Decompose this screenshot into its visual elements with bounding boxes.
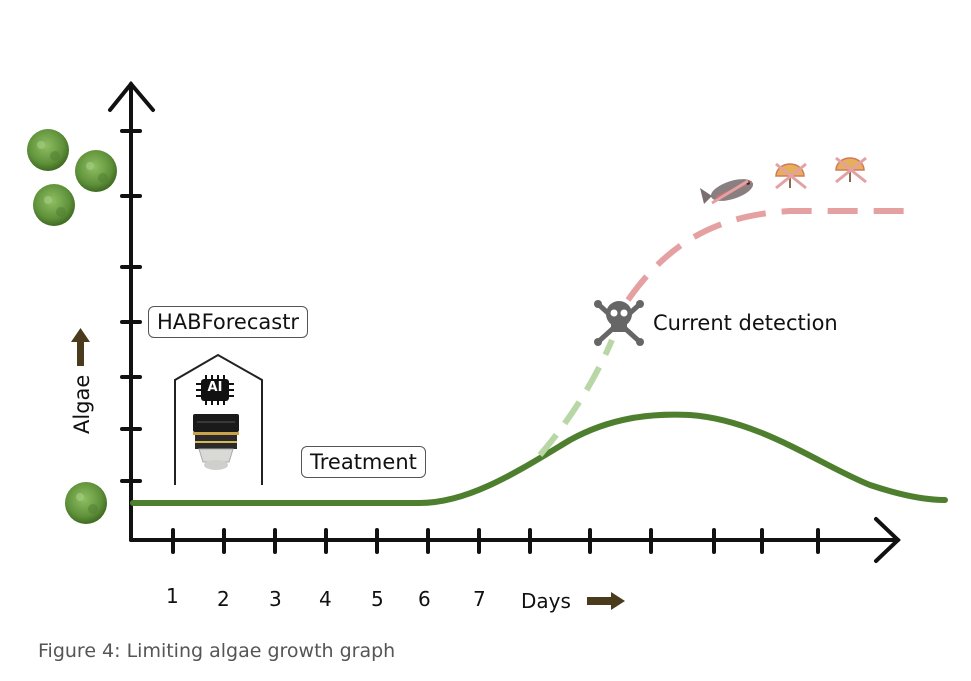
y-axis [108,80,155,542]
days-right-arrow-icon [587,592,625,610]
algae-cell-icon [75,150,117,192]
x-tick-label: 3 [269,587,282,611]
x-tick-label: 4 [319,587,332,611]
x-tick-label: 1 [166,584,179,608]
skull-icon [594,300,644,346]
treatment-label: Treatment [301,446,426,478]
fish-icon [700,179,754,205]
algae-up-arrow-icon [71,328,90,366]
uncontrolled-growth-late [625,208,905,302]
x-axis-label: Days [521,589,571,613]
microscope-icon [193,414,239,470]
detection-label: Current detection [653,311,838,335]
x-tick-label: 2 [217,587,230,611]
x-axis [129,517,901,563]
x-tick-label: 5 [371,587,384,611]
sensor-housing-outline [174,353,263,485]
uncontrolled-growth-early [537,338,615,457]
algae-cell-icon [33,184,75,226]
algae-cell-icon [65,482,107,524]
forecast-label: HABForecastr [148,306,309,338]
ai-chip-icon [196,375,234,405]
controlled-growth-curve [130,411,948,506]
beach-umbrella-icon [775,162,807,190]
y-axis-label: Algae [70,374,94,434]
beach-umbrella-icon [835,156,867,184]
x-tick-label: 6 [418,587,431,611]
algae-cell-icon [27,129,69,171]
figure-caption: Figure 4: Limiting algae growth graph [38,640,396,662]
x-tick-label: 7 [473,587,486,611]
ai-chip-label: AI [207,380,223,395]
